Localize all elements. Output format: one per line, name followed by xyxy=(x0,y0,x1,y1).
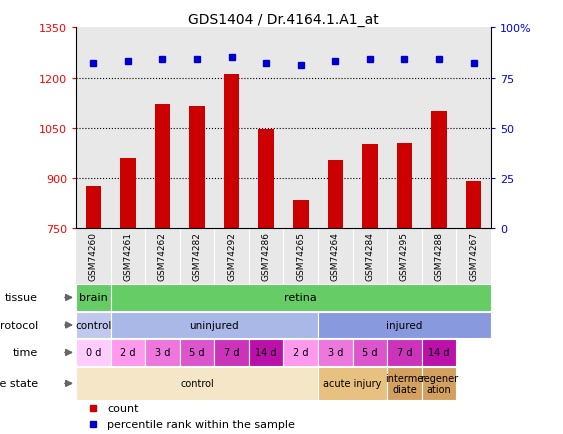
Text: 7 d: 7 d xyxy=(397,348,412,358)
Bar xyxy=(352,339,387,366)
Text: disease state: disease state xyxy=(0,378,38,388)
Bar xyxy=(258,130,274,229)
Bar xyxy=(76,339,110,366)
Text: GSM74264: GSM74264 xyxy=(331,231,340,280)
Text: 7 d: 7 d xyxy=(224,348,239,358)
Text: 5 d: 5 d xyxy=(362,348,378,358)
Text: 3 d: 3 d xyxy=(328,348,343,358)
Text: 0 d: 0 d xyxy=(86,348,101,358)
Text: GSM74288: GSM74288 xyxy=(435,231,444,280)
Bar xyxy=(422,339,457,366)
Bar xyxy=(120,158,136,229)
Bar xyxy=(145,339,180,366)
Bar xyxy=(155,105,170,229)
Text: protocol: protocol xyxy=(0,320,38,330)
Bar xyxy=(431,112,447,229)
Bar xyxy=(397,144,412,229)
Text: GSM74282: GSM74282 xyxy=(193,231,202,280)
Text: GSM74286: GSM74286 xyxy=(262,231,271,280)
Text: percentile rank within the sample: percentile rank within the sample xyxy=(107,419,295,429)
Text: brain: brain xyxy=(79,293,108,303)
Text: GSM74265: GSM74265 xyxy=(296,231,305,280)
Bar xyxy=(422,367,457,400)
Bar xyxy=(76,285,110,311)
Text: 3 d: 3 d xyxy=(155,348,170,358)
Text: 14 d: 14 d xyxy=(428,348,450,358)
Text: uninjured: uninjured xyxy=(190,320,239,330)
Text: interme
diate: interme diate xyxy=(385,373,423,394)
Bar xyxy=(86,187,101,229)
Bar xyxy=(76,367,318,400)
Bar xyxy=(189,107,205,229)
Bar xyxy=(318,367,387,400)
Text: 14 d: 14 d xyxy=(256,348,277,358)
Bar xyxy=(180,339,215,366)
Bar xyxy=(328,160,343,229)
Bar xyxy=(387,339,422,366)
Text: GSM74261: GSM74261 xyxy=(123,231,132,280)
Bar xyxy=(110,312,318,339)
Bar xyxy=(293,200,309,229)
Text: control: control xyxy=(75,320,111,330)
Bar xyxy=(110,339,145,366)
Text: count: count xyxy=(107,403,138,413)
Text: GSM74260: GSM74260 xyxy=(89,231,98,280)
Text: control: control xyxy=(180,378,214,388)
Bar xyxy=(362,145,378,229)
Text: GSM74295: GSM74295 xyxy=(400,231,409,280)
Bar xyxy=(76,312,110,339)
Bar xyxy=(318,312,491,339)
Text: GSM74284: GSM74284 xyxy=(365,231,374,280)
Bar xyxy=(224,75,239,229)
Text: regener
ation: regener ation xyxy=(420,373,458,394)
Text: 2 d: 2 d xyxy=(293,348,309,358)
Bar xyxy=(387,367,422,400)
Text: GSM74262: GSM74262 xyxy=(158,231,167,280)
Text: 2 d: 2 d xyxy=(120,348,136,358)
Text: retina: retina xyxy=(284,293,317,303)
Text: acute injury: acute injury xyxy=(323,378,382,388)
Text: GSM74267: GSM74267 xyxy=(469,231,478,280)
Bar xyxy=(466,182,481,229)
Bar xyxy=(284,339,318,366)
Text: GSM74292: GSM74292 xyxy=(227,231,236,280)
Bar xyxy=(318,339,352,366)
Text: injured: injured xyxy=(386,320,423,330)
Bar xyxy=(249,339,284,366)
Text: 5 d: 5 d xyxy=(189,348,205,358)
Title: GDS1404 / Dr.4164.1.A1_at: GDS1404 / Dr.4164.1.A1_at xyxy=(188,13,379,27)
Text: time: time xyxy=(13,348,38,358)
Bar xyxy=(215,339,249,366)
Text: tissue: tissue xyxy=(5,293,38,303)
